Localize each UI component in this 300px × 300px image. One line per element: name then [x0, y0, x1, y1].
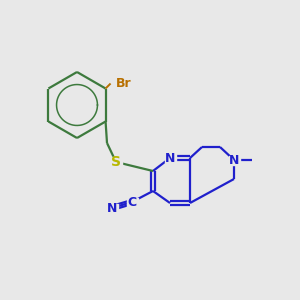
Bar — [110, 157, 122, 167]
Text: C: C — [128, 196, 136, 208]
Text: N: N — [107, 202, 117, 214]
Bar — [229, 155, 239, 164]
Text: N: N — [229, 154, 239, 166]
Bar — [127, 197, 137, 206]
Text: S: S — [111, 155, 121, 169]
Bar — [164, 154, 175, 163]
Text: Br: Br — [116, 77, 131, 90]
Text: N: N — [165, 152, 175, 164]
Bar — [106, 203, 118, 212]
